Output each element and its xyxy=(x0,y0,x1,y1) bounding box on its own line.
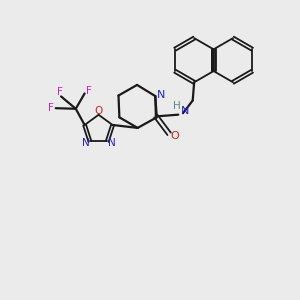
Text: N: N xyxy=(157,90,165,100)
Text: N: N xyxy=(181,106,189,116)
Text: F: F xyxy=(86,85,92,95)
Text: F: F xyxy=(57,87,63,97)
Text: O: O xyxy=(94,106,103,116)
Text: N: N xyxy=(107,138,115,148)
Text: F: F xyxy=(47,103,53,112)
Text: N: N xyxy=(82,138,90,148)
Text: H: H xyxy=(172,101,180,111)
Text: O: O xyxy=(170,131,179,141)
